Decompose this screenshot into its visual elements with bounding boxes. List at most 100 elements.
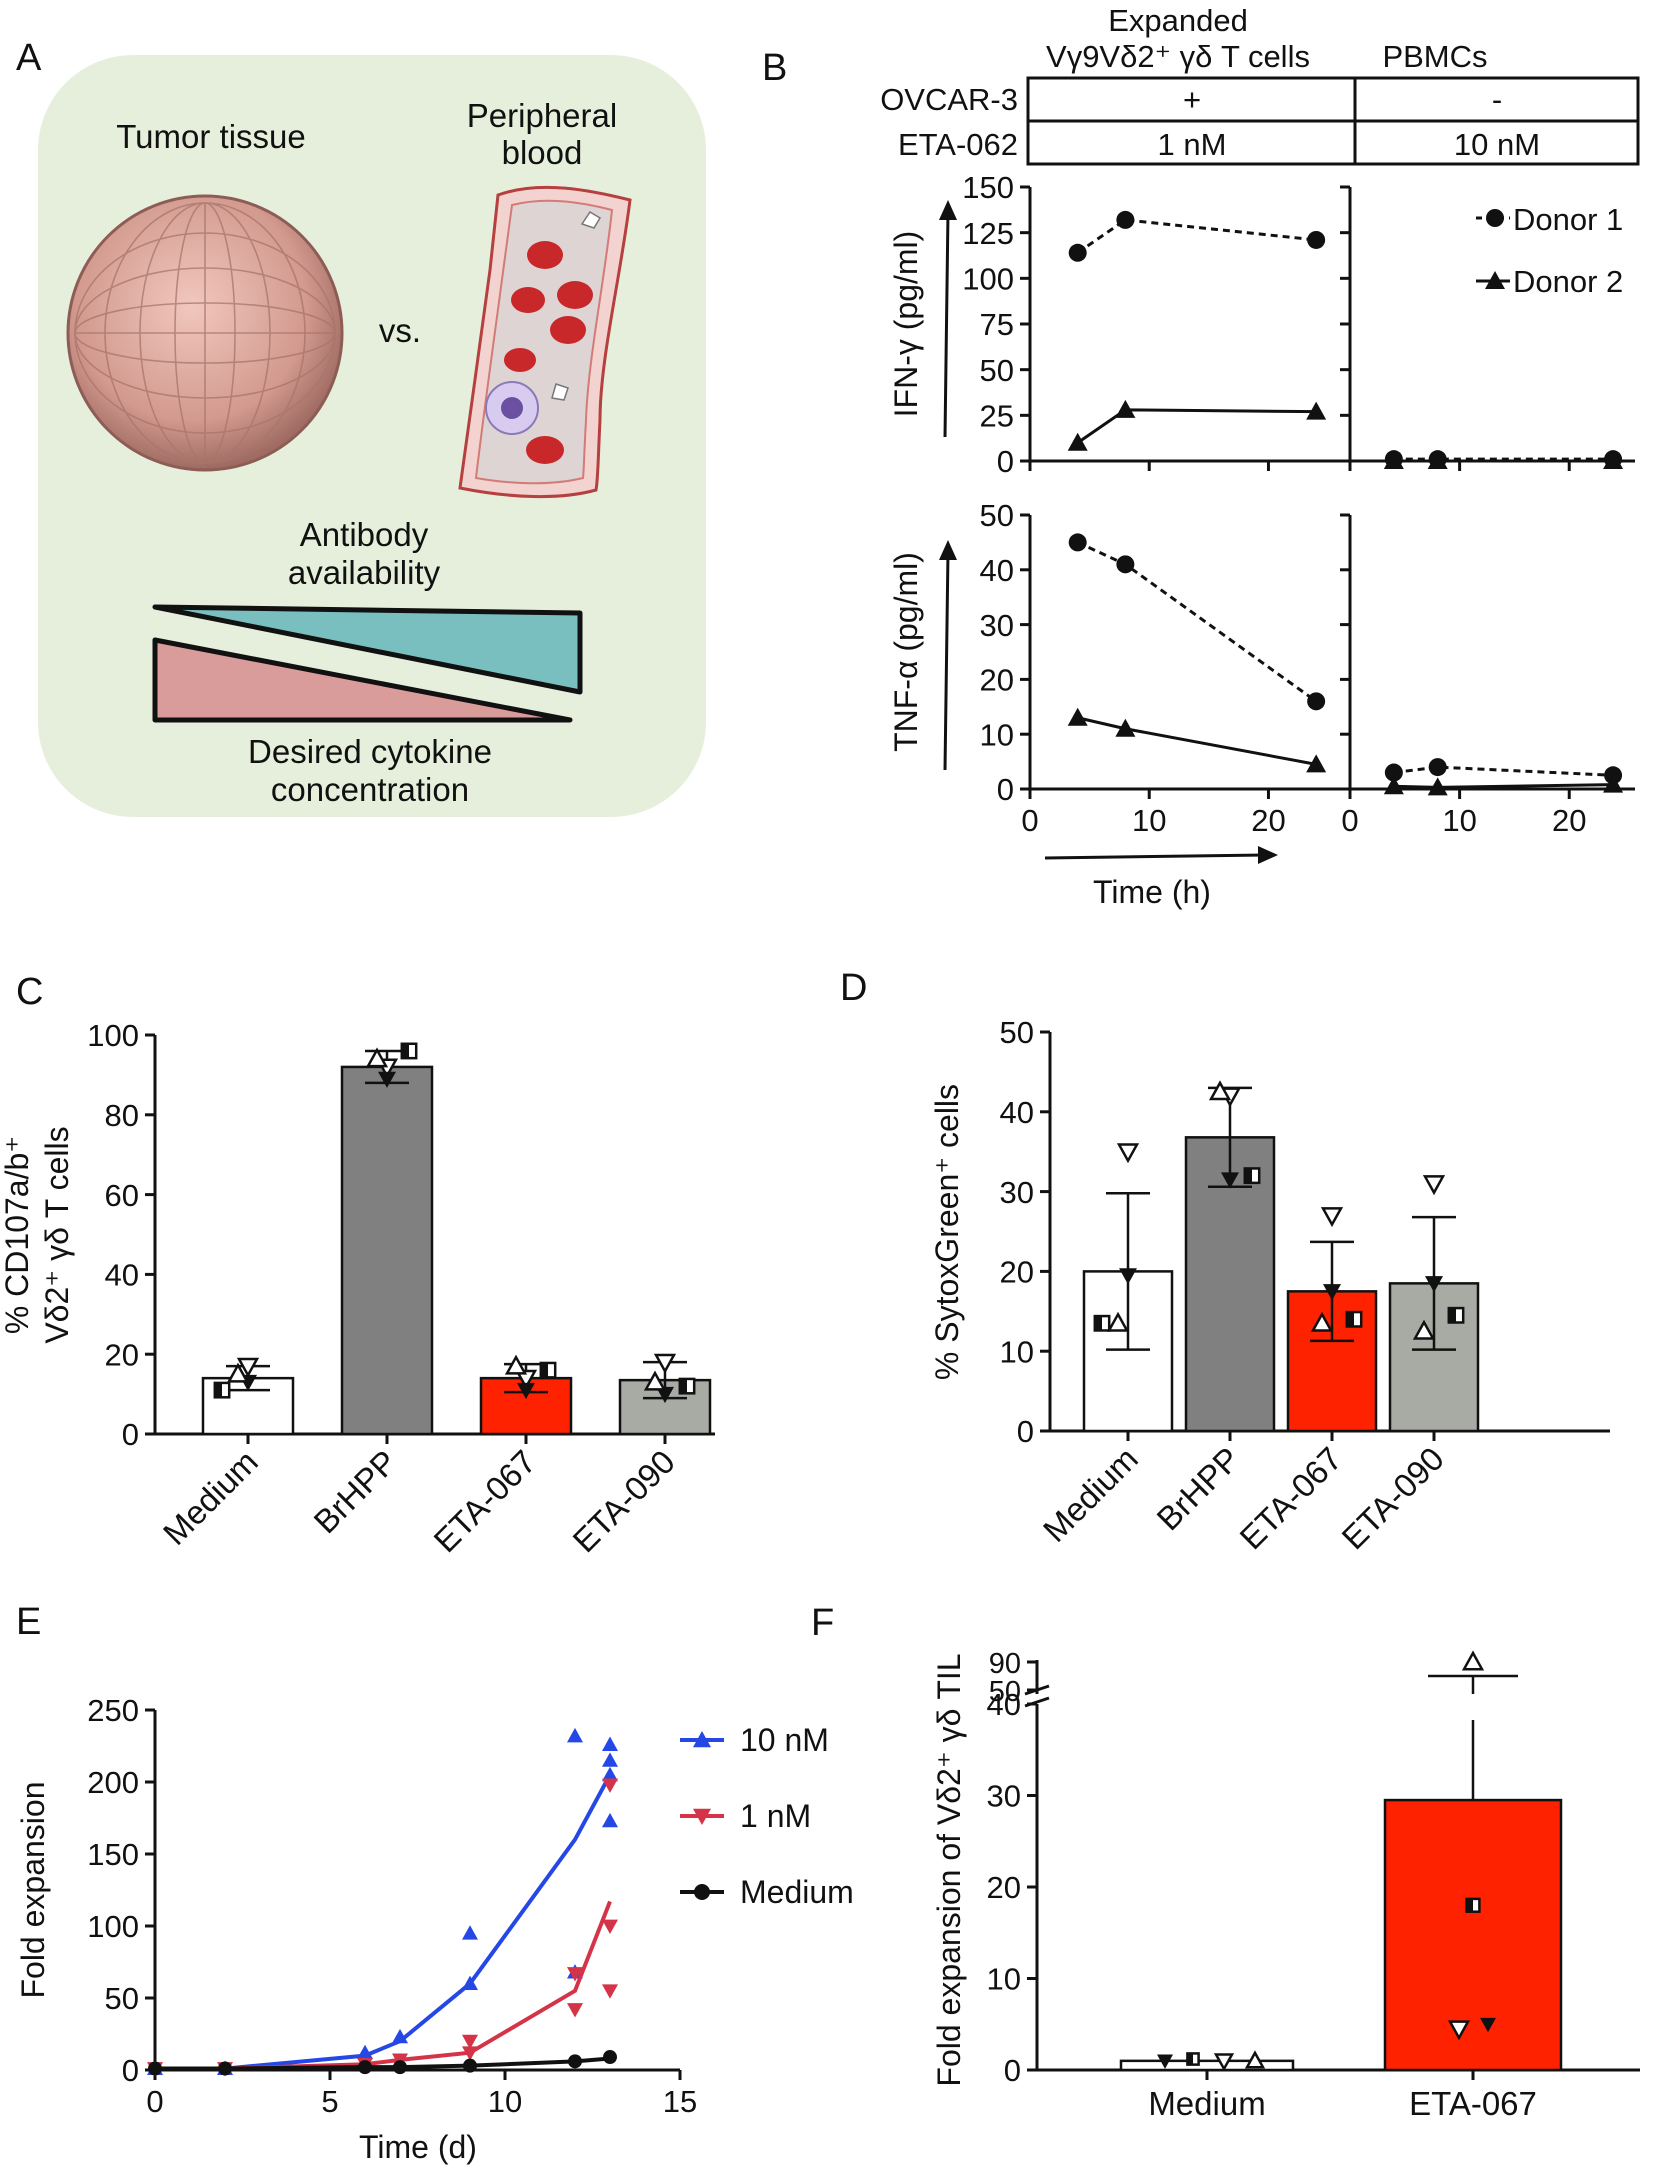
D-point-half_square — [1093, 1314, 1111, 1332]
E-y-tick-label: 50 — [105, 1981, 139, 2016]
C-point-half_square-fill — [214, 1382, 222, 1398]
expanded-header-line2: Vγ9Vδ2⁺ γδ T cells — [1046, 39, 1310, 74]
B-IFN-facet0-y-tick-label: 0 — [997, 444, 1014, 479]
cytokine-concentration-wedge — [152, 637, 573, 723]
E-y-tick-label: 150 — [87, 1837, 139, 1872]
E-y-tick-label: 100 — [87, 1909, 139, 1944]
C-y-tick-label: 60 — [105, 1178, 139, 1213]
panel-b-legend: Donor 1 Donor 2 — [1476, 202, 1623, 299]
B-TNF-facet0-point-donor-1 — [1116, 555, 1135, 574]
eta062-value-expanded: 1 nM — [1158, 127, 1227, 162]
B-IFN-facet0-y-tick-label: 50 — [980, 353, 1014, 388]
E-x-tick-label: 5 — [321, 2084, 338, 2119]
B-TNF-facet0-x-tick-label: 20 — [1251, 803, 1285, 838]
C-point-half_square — [400, 1042, 418, 1060]
F-point-eta067 — [1447, 2020, 1471, 2041]
F-y-tick-label: 40 — [987, 1687, 1021, 1722]
C-point-open_up_triangle — [226, 1362, 250, 1383]
B-TNF-facet0-point-donor-2 — [1115, 718, 1136, 737]
F-point-medium — [1157, 2054, 1173, 2069]
E-point-medium — [393, 2060, 407, 2075]
C-y-tick-label: 20 — [105, 1337, 139, 1372]
E-point-10-nm — [462, 1925, 478, 1940]
D-y-label: % SytoxGreen⁺ cells — [929, 1084, 965, 1380]
D-y-tick-label: 20 — [1000, 1255, 1034, 1290]
vs-label: vs. — [379, 312, 421, 349]
B-TNF-facet0-point-donor-1 — [1307, 692, 1326, 711]
B-TNF-facet0-point-donor-1 — [1068, 533, 1087, 552]
legend-donor2-marker — [1485, 271, 1505, 289]
panel-letter-b: B — [762, 47, 787, 89]
E-point-1-nm — [602, 1778, 618, 1793]
E-point-1-nm — [602, 1984, 618, 1999]
C-y-tick-label: 100 — [87, 1018, 139, 1053]
E-point-10-nm — [567, 1727, 583, 1743]
B-TNF-facet0-y-tick-label: 50 — [980, 498, 1014, 533]
E-point-medium — [568, 2054, 582, 2069]
tumor-spheroid-image — [66, 194, 344, 472]
B-TNF-facet0-x-tick-label: 10 — [1132, 803, 1166, 838]
panel-b-x-label: Time (h) — [1093, 874, 1211, 910]
B-TNF-y-arrow-head — [939, 540, 957, 560]
B-IFN-facet0-point-donor-2 — [1067, 432, 1088, 451]
B-TNF-facet1-point-donor-2 — [1427, 777, 1448, 796]
D-point-half_square — [1345, 1310, 1363, 1328]
legend-donor2-label: Donor 2 — [1513, 264, 1623, 299]
E-point-1-nm — [462, 2046, 478, 2061]
D-point-filled_down_triangle — [1119, 1268, 1137, 1285]
B-TNF-facet1-point-donor-2 — [1383, 776, 1404, 795]
E-legend-marker-0 — [693, 1731, 711, 1748]
D-point-open_up_triangle — [1310, 1311, 1334, 1332]
E-series-10-nm — [155, 1773, 612, 2071]
B-IFN-facet0-point-donor-2 — [1306, 401, 1327, 420]
C-point-filled_down_triangle — [378, 1071, 396, 1088]
B-IFN-facet0-point-donor-1 — [1307, 230, 1326, 249]
B-TNF-facet1-series-donor-1 — [1393, 765, 1614, 777]
F-point-medium — [1244, 2050, 1266, 2069]
D-point-half_square — [1447, 1306, 1465, 1324]
E-point-medium — [148, 2061, 162, 2076]
C-point-half_square — [213, 1381, 231, 1399]
C-point-half_square-fill — [679, 1378, 687, 1394]
blood-vessel-image — [458, 185, 632, 499]
C-y-tick-label: 80 — [105, 1098, 139, 1133]
F-point-eta067 — [1461, 1650, 1485, 1671]
F-bar-medium — [1119, 2059, 1295, 2072]
B-TNF-y-arrow — [943, 551, 950, 771]
eta062-value-pbmcs: 10 nM — [1454, 127, 1540, 162]
F-point-medium — [1213, 2053, 1235, 2072]
C-point-open_up_triangle — [643, 1370, 667, 1391]
F-y-tick-label: 50 — [989, 1676, 1021, 1708]
C-point-half_square-fill — [401, 1043, 409, 1059]
E-legend-label-0: 10 nM — [740, 1722, 829, 1758]
C-y-label-1: % CD107a/b⁺ — [0, 1136, 35, 1334]
D-y-tick-label: 50 — [1000, 1015, 1034, 1050]
B-IFN-facet0-point-donor-1 — [1068, 243, 1087, 262]
D-category-label: ETA-090 — [1334, 1440, 1451, 1557]
D-point-half_square-fill — [1346, 1312, 1354, 1327]
D-point-filled_down_triangle — [1425, 1276, 1443, 1293]
peripheral-blood-label-2: blood — [502, 134, 583, 171]
C-point-half_square — [678, 1377, 696, 1395]
panel-e-chart: 0 50 100 150 200 250 0 5 10 15 Fold expansion Time … — [15, 1693, 854, 2165]
F-y-label: Fold expansion of Vδ2⁺ γδ TIL — [931, 1653, 967, 2086]
C-point-half_square — [539, 1361, 557, 1379]
expanded-header-line1: Expanded — [1108, 3, 1248, 38]
E-point-1-nm — [567, 1967, 583, 1982]
E-legend-marker-2 — [694, 1884, 710, 1900]
E-series-1-nm — [155, 1900, 612, 2071]
E-y-tick-label: 200 — [87, 1765, 139, 1800]
D-y-tick-label: 30 — [1000, 1175, 1034, 1210]
E-y-tick-label: 0 — [122, 2053, 139, 2088]
E-point-1-nm — [602, 1919, 618, 1934]
F-category-label: ETA-067 — [1409, 2085, 1537, 2122]
D-point-half_square-fill — [1448, 1308, 1456, 1323]
ovcar3-label: OVCAR-3 — [880, 82, 1018, 117]
B-TNF-facet0-point-donor-2 — [1306, 754, 1327, 773]
B-IFN-facet0-y-tick-label: 100 — [962, 261, 1014, 296]
C-category-label: ETA-067 — [426, 1443, 543, 1560]
F-point-medium — [1186, 2052, 1200, 2066]
B-TNF-facet1-x-tick-label: 0 — [1341, 803, 1358, 838]
